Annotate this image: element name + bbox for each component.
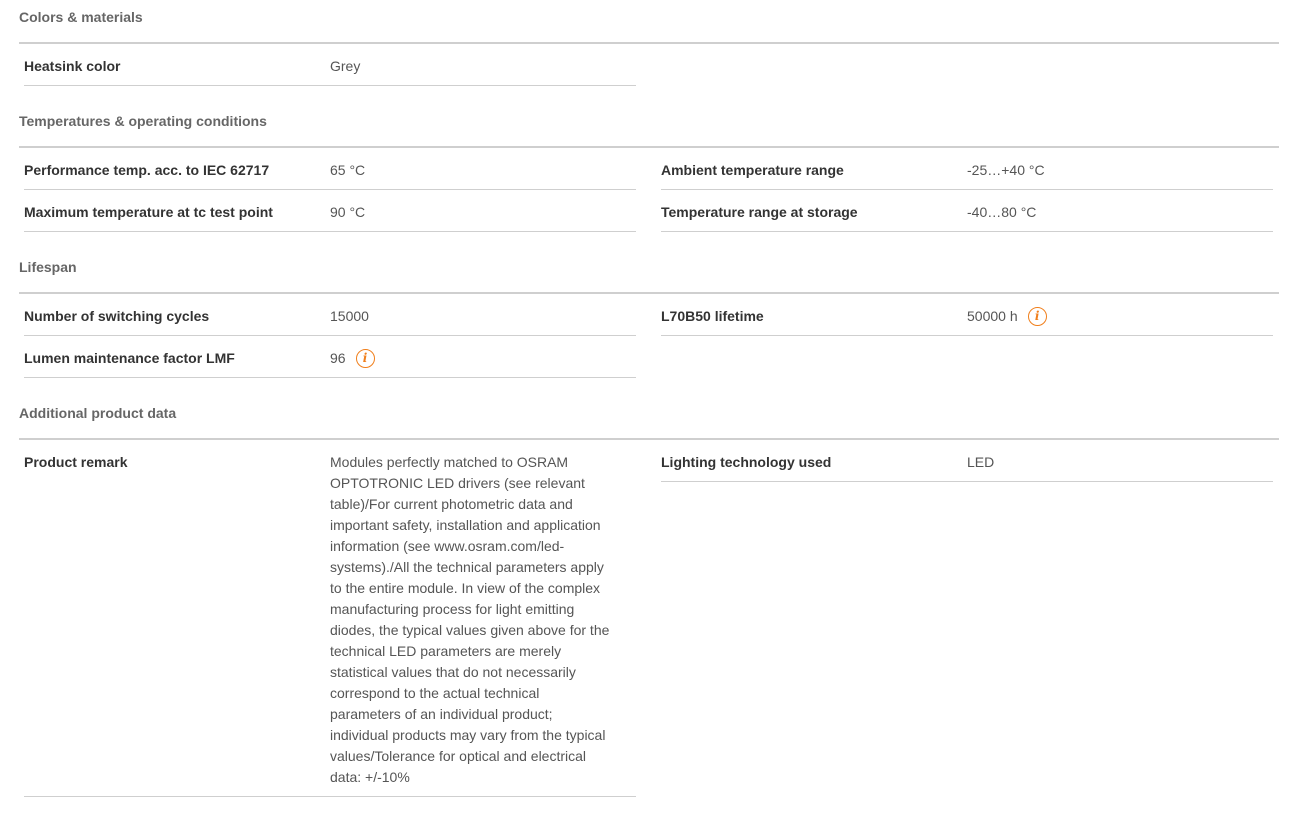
spec-value-cell: 50000 h i bbox=[967, 306, 1273, 327]
spec-label: Heatsink color bbox=[24, 58, 121, 74]
info-icon[interactable]: i bbox=[355, 349, 375, 368]
spec-value: -25…+40 °C bbox=[967, 162, 1045, 178]
right-column: Ambient temperature range -25…+40 °C Temp… bbox=[661, 148, 1273, 232]
spec-value-cell: 65 °C bbox=[330, 160, 636, 181]
spec-row: Number of switching cycles 15000 bbox=[24, 294, 636, 336]
spec-row: L70B50 lifetime 50000 h i bbox=[661, 294, 1273, 336]
section-colors-materials: Colors & materials Heatsink color Grey bbox=[19, 0, 1279, 86]
spec-value-cell: 90 °C bbox=[330, 202, 636, 223]
spec-row: Lumen maintenance factor LMF 96 i bbox=[24, 336, 636, 378]
spec-value: 96 bbox=[330, 350, 346, 366]
spec-value-cell: -40…80 °C bbox=[967, 202, 1273, 223]
spec-value: LED bbox=[967, 454, 995, 470]
left-column: Performance temp. acc. to IEC 62717 65 °… bbox=[24, 148, 636, 232]
left-column: Number of switching cycles 15000 Lumen ma… bbox=[24, 294, 636, 378]
spec-value: 15000 bbox=[330, 308, 369, 324]
spec-value: Grey bbox=[330, 58, 361, 74]
section-title: Temperatures & operating conditions bbox=[19, 104, 1279, 148]
section-title: Colors & materials bbox=[19, 0, 1279, 44]
spec-label: Maximum temperature at tc test point bbox=[24, 204, 273, 220]
spec-row: Heatsink color Grey bbox=[24, 44, 636, 86]
spec-label: Lumen maintenance factor LMF bbox=[24, 350, 235, 366]
section-title: Lifespan bbox=[19, 250, 1279, 294]
spec-row: Ambient temperature range -25…+40 °C bbox=[661, 148, 1273, 190]
section-title: Additional product data bbox=[19, 396, 1279, 440]
spec-value: 50000 h bbox=[967, 308, 1018, 324]
spec-value: Modules perfectly matched to OSRAM OPTOT… bbox=[330, 454, 610, 785]
spec-value-cell: 96 i bbox=[330, 348, 636, 369]
left-column: Heatsink color Grey bbox=[24, 44, 636, 86]
spec-value-cell: 15000 bbox=[330, 306, 636, 327]
left-column: Product remark Modules perfectly matched… bbox=[24, 440, 636, 797]
spec-value: 90 °C bbox=[330, 204, 366, 220]
spec-row: Maximum temperature at tc test point 90 … bbox=[24, 190, 636, 232]
spec-label: Performance temp. acc. to IEC 62717 bbox=[24, 162, 270, 178]
right-column: L70B50 lifetime 50000 h i bbox=[661, 294, 1273, 378]
spec-row: Lighting technology used LED bbox=[661, 440, 1273, 482]
spec-value-cell: Modules perfectly matched to OSRAM OPTOT… bbox=[330, 452, 636, 788]
spec-label: Number of switching cycles bbox=[24, 308, 210, 324]
info-icon[interactable]: i bbox=[1027, 307, 1047, 326]
right-column: Lighting technology used LED bbox=[661, 440, 1273, 797]
spec-label: Ambient temperature range bbox=[661, 162, 844, 178]
spec-label: Temperature range at storage bbox=[661, 204, 858, 220]
spec-label: Product remark bbox=[24, 454, 128, 470]
spec-row: Performance temp. acc. to IEC 62717 65 °… bbox=[24, 148, 636, 190]
right-column bbox=[661, 44, 1273, 86]
spec-value: 65 °C bbox=[330, 162, 366, 178]
spec-row: Temperature range at storage -40…80 °C bbox=[661, 190, 1273, 232]
spec-value-cell: LED bbox=[967, 452, 1273, 473]
product-data-sheet: Colors & materials Heatsink color Grey Tem… bbox=[19, 0, 1279, 797]
section-lifespan: Lifespan Number of switching cycles 15000… bbox=[19, 250, 1279, 378]
spec-value-cell: Grey bbox=[330, 56, 636, 77]
section-additional-product-data: Additional product data Product remark Mo… bbox=[19, 396, 1279, 797]
spec-value-cell: -25…+40 °C bbox=[967, 160, 1273, 181]
spec-label: Lighting technology used bbox=[661, 454, 832, 470]
spec-row: Product remark Modules perfectly matched… bbox=[24, 440, 636, 797]
section-temperatures-operating-conditions: Temperatures & operating conditions Perfo… bbox=[19, 104, 1279, 232]
spec-label: L70B50 lifetime bbox=[661, 308, 764, 324]
spec-value: -40…80 °C bbox=[967, 204, 1037, 220]
